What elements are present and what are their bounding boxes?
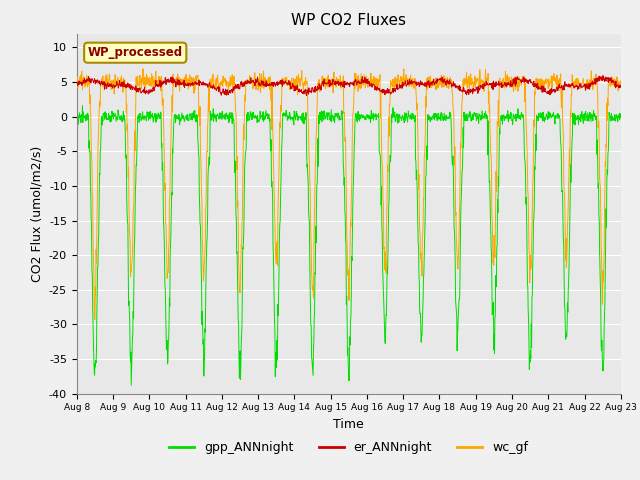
Y-axis label: CO2 Flux (umol/m2/s): CO2 Flux (umol/m2/s) xyxy=(30,145,44,282)
X-axis label: Time: Time xyxy=(333,418,364,431)
Legend: gpp_ANNnight, er_ANNnight, wc_gf: gpp_ANNnight, er_ANNnight, wc_gf xyxy=(164,436,533,459)
Title: WP CO2 Fluxes: WP CO2 Fluxes xyxy=(291,13,406,28)
Text: WP_processed: WP_processed xyxy=(88,46,183,59)
